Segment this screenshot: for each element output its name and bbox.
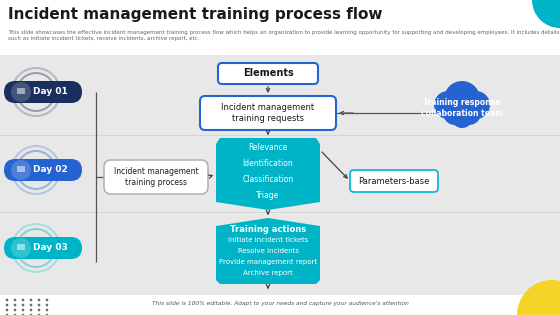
Text: Initiate incident tickets: Initiate incident tickets bbox=[228, 237, 308, 243]
FancyBboxPatch shape bbox=[104, 160, 208, 194]
Circle shape bbox=[6, 309, 8, 311]
Circle shape bbox=[6, 299, 8, 301]
Circle shape bbox=[38, 309, 40, 311]
Bar bbox=[0, 0, 560, 55]
Circle shape bbox=[22, 314, 24, 315]
Circle shape bbox=[30, 314, 32, 315]
FancyBboxPatch shape bbox=[4, 159, 82, 181]
Text: Provide management report: Provide management report bbox=[219, 259, 317, 265]
Circle shape bbox=[11, 238, 31, 258]
Text: Incident management training process flow: Incident management training process flo… bbox=[8, 7, 382, 22]
Bar bbox=[0, 55, 560, 295]
Bar bbox=[0, 295, 560, 315]
Circle shape bbox=[38, 304, 40, 306]
Circle shape bbox=[46, 299, 48, 301]
Polygon shape bbox=[216, 218, 320, 284]
Circle shape bbox=[434, 91, 462, 119]
Polygon shape bbox=[216, 138, 320, 210]
Circle shape bbox=[22, 309, 24, 311]
Circle shape bbox=[38, 299, 40, 301]
Circle shape bbox=[38, 314, 40, 315]
Circle shape bbox=[11, 160, 31, 180]
Circle shape bbox=[46, 309, 48, 311]
Circle shape bbox=[30, 304, 32, 306]
Bar bbox=[17, 166, 25, 172]
Text: Training actions: Training actions bbox=[230, 225, 306, 233]
Text: This slide showcases the effective incident management training process flow whi: This slide showcases the effective incid… bbox=[8, 30, 559, 41]
FancyBboxPatch shape bbox=[350, 170, 438, 192]
Text: This slide is 100% editable. Adapt to your needs and capture your audience's att: This slide is 100% editable. Adapt to yo… bbox=[152, 301, 408, 306]
Circle shape bbox=[13, 304, 16, 306]
Circle shape bbox=[30, 309, 32, 311]
Text: Parameters-base: Parameters-base bbox=[358, 176, 430, 186]
Bar bbox=[17, 88, 25, 94]
Circle shape bbox=[22, 299, 24, 301]
Text: Day 01: Day 01 bbox=[32, 88, 67, 96]
Circle shape bbox=[6, 314, 8, 315]
Circle shape bbox=[46, 304, 48, 306]
Text: Day 03: Day 03 bbox=[32, 243, 67, 253]
Text: Archive report: Archive report bbox=[243, 270, 293, 276]
Circle shape bbox=[6, 304, 8, 306]
Circle shape bbox=[13, 314, 16, 315]
FancyBboxPatch shape bbox=[4, 81, 82, 103]
Text: Triage: Triage bbox=[256, 192, 279, 201]
Text: Incident management
training requests: Incident management training requests bbox=[221, 103, 315, 123]
Circle shape bbox=[451, 106, 473, 128]
Bar bbox=[17, 244, 25, 250]
Circle shape bbox=[517, 280, 560, 315]
Text: Training response
collaboration team: Training response collaboration team bbox=[421, 98, 503, 118]
Circle shape bbox=[22, 304, 24, 306]
Circle shape bbox=[532, 0, 560, 28]
FancyBboxPatch shape bbox=[200, 96, 336, 130]
Circle shape bbox=[462, 91, 490, 119]
Circle shape bbox=[443, 101, 467, 125]
Text: Classification: Classification bbox=[242, 175, 293, 185]
FancyBboxPatch shape bbox=[218, 63, 318, 84]
Circle shape bbox=[11, 82, 31, 102]
Text: Day 02: Day 02 bbox=[32, 165, 67, 175]
Circle shape bbox=[457, 101, 481, 125]
FancyBboxPatch shape bbox=[4, 237, 82, 259]
Text: Identification: Identification bbox=[242, 159, 293, 169]
Text: Incident management
training process: Incident management training process bbox=[114, 167, 198, 187]
Circle shape bbox=[13, 309, 16, 311]
Text: Elements: Elements bbox=[242, 68, 293, 78]
Circle shape bbox=[30, 299, 32, 301]
Text: Relevance: Relevance bbox=[248, 144, 288, 152]
Circle shape bbox=[46, 314, 48, 315]
Circle shape bbox=[13, 299, 16, 301]
Circle shape bbox=[444, 81, 480, 117]
Text: Resolve incidents: Resolve incidents bbox=[237, 248, 298, 254]
